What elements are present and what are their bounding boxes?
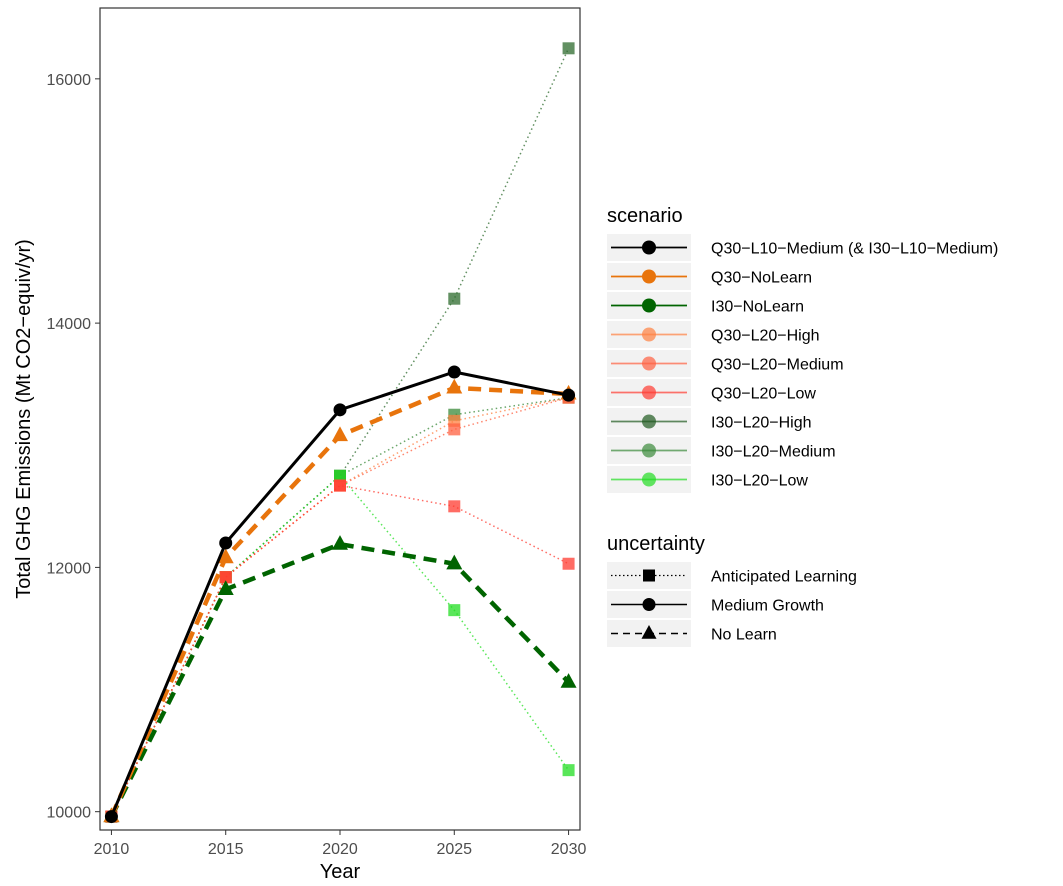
data-point	[219, 536, 233, 550]
data-point	[332, 426, 348, 442]
x-tick-label: 2015	[208, 841, 244, 858]
legend-label: Anticipated Learning	[711, 569, 857, 586]
legend-item: Q30−L10−Medium (& I30−L10−Medium)	[607, 234, 998, 261]
data-point	[446, 554, 463, 570]
legend-item: Q30−L20−Low	[607, 379, 816, 406]
x-tick-label: 2030	[551, 841, 587, 858]
legend-item: Anticipated Learning	[607, 562, 857, 589]
data-point	[217, 548, 234, 564]
legend-key-circle	[642, 240, 656, 255]
data-point	[562, 42, 575, 55]
legend-item: I30−L20−High	[607, 408, 812, 435]
legend-label: Q30−L20−Medium	[711, 357, 844, 374]
data-point	[562, 388, 576, 402]
data-point	[562, 764, 575, 777]
data-point	[448, 292, 461, 305]
data-point	[334, 479, 346, 492]
legend-key-circle	[642, 414, 656, 429]
legend-item: I30−L20−Low	[607, 466, 808, 493]
legend-key-circle	[642, 472, 656, 487]
legend-key-circle	[642, 385, 656, 400]
data-point	[219, 571, 232, 584]
legend-title: scenario	[607, 205, 683, 227]
legend-key-circle	[642, 298, 656, 313]
legend-key-circle	[642, 327, 656, 342]
data-point	[448, 500, 461, 513]
legend-item: Q30−L20−High	[607, 321, 820, 348]
x-tick-label: 2025	[436, 841, 472, 858]
legend-label: I30−NoLearn	[711, 299, 804, 316]
legend-label: I30−L20−Medium	[711, 444, 836, 461]
x-axis-title: Year	[320, 861, 361, 883]
data-point	[447, 365, 461, 379]
data-point	[333, 403, 347, 417]
panel-border	[99, 7, 581, 831]
series-line	[109, 541, 571, 818]
legend-item: Medium Growth	[607, 591, 824, 618]
data-point	[332, 535, 348, 550]
legend-key-square	[643, 569, 655, 582]
plot-panel	[99, 7, 581, 831]
series-line	[110, 484, 569, 817]
x-tick-label: 2010	[94, 841, 130, 858]
y-axis-title: Total GHG Emissions (Mt CO2−equiv/yr)	[13, 239, 35, 599]
data-point	[562, 557, 575, 570]
data-point	[448, 604, 461, 617]
legend-item: Q30−NoLearn	[607, 263, 812, 290]
legend-item: I30−L20−Medium	[607, 437, 836, 464]
series-i30-nolearn	[103, 535, 577, 823]
y-tick-label: 14000	[47, 316, 92, 333]
legend-item: I30−NoLearn	[607, 292, 804, 319]
data-point	[560, 673, 577, 688]
legend-label: Q30−L20−High	[711, 328, 820, 345]
y-tick-label: 10000	[47, 805, 92, 822]
legend-key-circle	[642, 598, 656, 611]
legend-label: Q30−NoLearn	[711, 270, 812, 287]
legend-item: Q30−L20−Medium	[607, 350, 844, 377]
legend-label: Q30−L10−Medium (& I30−L10−Medium)	[711, 241, 998, 258]
legend-layer: scenario Q30−L10−Medium (& I30−L10−Medium…	[607, 205, 998, 647]
data-point	[446, 378, 463, 394]
x-tick-label: 2020	[322, 841, 358, 858]
legend-label: No Learn	[711, 627, 777, 644]
y-tick-label: 16000	[47, 72, 92, 89]
series-q30-l10-medium-i30-l10-medium	[104, 365, 576, 824]
legend-key-triangle	[641, 624, 657, 639]
legend-item: No Learn	[607, 620, 777, 647]
data-point	[217, 580, 234, 595]
legend-label: Medium Growth	[711, 598, 824, 615]
legend-label: I30−L20−High	[711, 415, 812, 432]
data-point	[448, 423, 461, 436]
legend-title: uncertainty	[607, 533, 705, 555]
legend-key-circle	[642, 269, 656, 284]
legend-label: Q30−L20−Low	[711, 386, 816, 403]
y-tick-label: 12000	[47, 560, 92, 577]
data-point	[104, 810, 118, 824]
series-layer	[103, 42, 577, 824]
axes-layer: 2010 2015 2020 2025 2030 10000 12000 14000 16000	[47, 72, 587, 858]
data-point	[334, 469, 346, 482]
legend-key-circle	[642, 356, 656, 371]
legend-label: I30−L20−Low	[711, 473, 808, 490]
legend-key-circle	[642, 443, 656, 458]
